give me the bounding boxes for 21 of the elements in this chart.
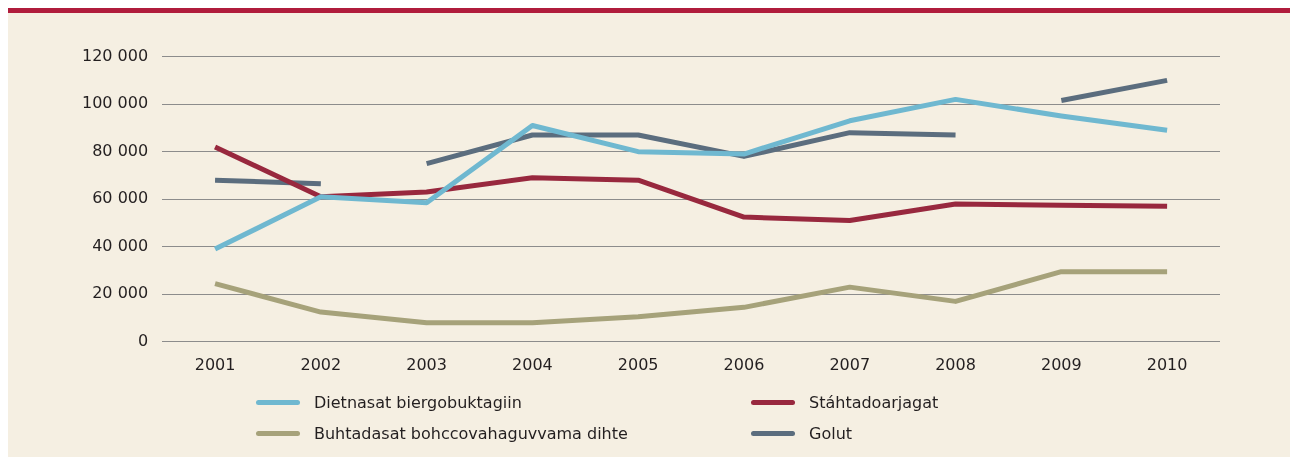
legend-label: Stáhtadoarjagat bbox=[809, 393, 939, 412]
y-tick-label: 120 000 bbox=[81, 45, 149, 65]
x-tick-label: 2003 bbox=[406, 354, 447, 374]
x-tick-label: 2001 bbox=[194, 354, 236, 374]
x-tick-label: 2008 bbox=[935, 354, 976, 374]
y-tick-label: 80 000 bbox=[92, 140, 149, 160]
x-tick-label: 2002 bbox=[300, 354, 342, 374]
y-tick-label: 100 000 bbox=[81, 93, 149, 113]
y-tick-label: 0 bbox=[137, 330, 149, 350]
x-tick-label: 2006 bbox=[723, 354, 765, 374]
legend-label: Dietnasat biergobuktagiin bbox=[314, 393, 522, 412]
y-tick-label: 20 000 bbox=[92, 283, 149, 303]
y-tick-label: 40 000 bbox=[92, 235, 149, 255]
y-tick-label: 60 000 bbox=[92, 188, 149, 208]
x-tick-label: 2009 bbox=[1040, 354, 1082, 374]
x-tick-label: 2010 bbox=[1146, 354, 1188, 374]
legend-label: Golut bbox=[809, 424, 853, 443]
legend-label: Buhtadasat bohccovahaguvvama dihte bbox=[314, 424, 628, 443]
x-tick-label: 2007 bbox=[829, 354, 871, 374]
x-tick-label: 2005 bbox=[617, 354, 659, 374]
x-tick-label: 2004 bbox=[512, 354, 553, 374]
